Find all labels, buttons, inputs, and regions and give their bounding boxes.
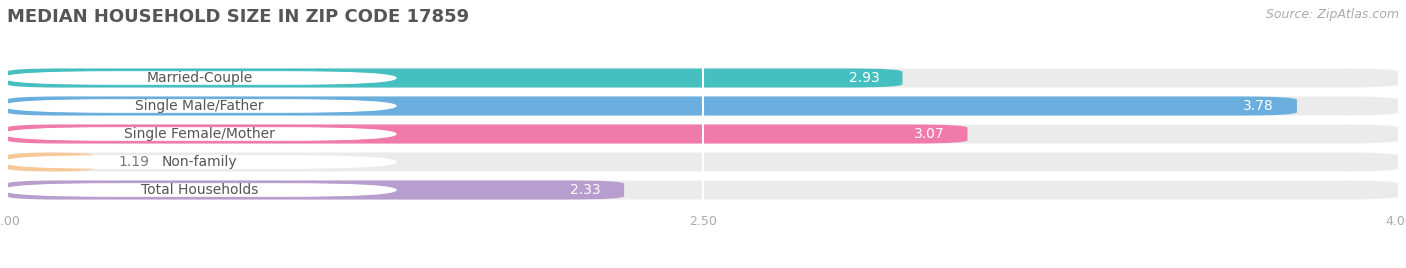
Text: Single Male/Father: Single Male/Father <box>135 99 264 113</box>
Text: 2.93: 2.93 <box>849 71 879 85</box>
FancyBboxPatch shape <box>3 99 396 113</box>
FancyBboxPatch shape <box>7 152 96 172</box>
Text: Source: ZipAtlas.com: Source: ZipAtlas.com <box>1265 8 1399 21</box>
FancyBboxPatch shape <box>7 69 903 88</box>
Text: 2.33: 2.33 <box>571 183 600 197</box>
FancyBboxPatch shape <box>7 180 624 199</box>
Text: Total Households: Total Households <box>141 183 259 197</box>
FancyBboxPatch shape <box>7 124 967 144</box>
FancyBboxPatch shape <box>3 71 396 85</box>
Text: 3.78: 3.78 <box>1243 99 1274 113</box>
Text: Non-family: Non-family <box>162 155 238 169</box>
Text: Married-Couple: Married-Couple <box>146 71 253 85</box>
Text: 3.07: 3.07 <box>914 127 945 141</box>
FancyBboxPatch shape <box>7 96 1296 116</box>
FancyBboxPatch shape <box>3 127 396 141</box>
Text: Single Female/Mother: Single Female/Mother <box>124 127 276 141</box>
FancyBboxPatch shape <box>7 69 1399 88</box>
Text: 1.19: 1.19 <box>118 155 149 169</box>
FancyBboxPatch shape <box>3 183 396 197</box>
FancyBboxPatch shape <box>3 155 396 169</box>
Text: MEDIAN HOUSEHOLD SIZE IN ZIP CODE 17859: MEDIAN HOUSEHOLD SIZE IN ZIP CODE 17859 <box>7 8 470 26</box>
FancyBboxPatch shape <box>7 96 1399 116</box>
FancyBboxPatch shape <box>7 180 1399 199</box>
FancyBboxPatch shape <box>7 152 1399 172</box>
FancyBboxPatch shape <box>7 124 1399 144</box>
